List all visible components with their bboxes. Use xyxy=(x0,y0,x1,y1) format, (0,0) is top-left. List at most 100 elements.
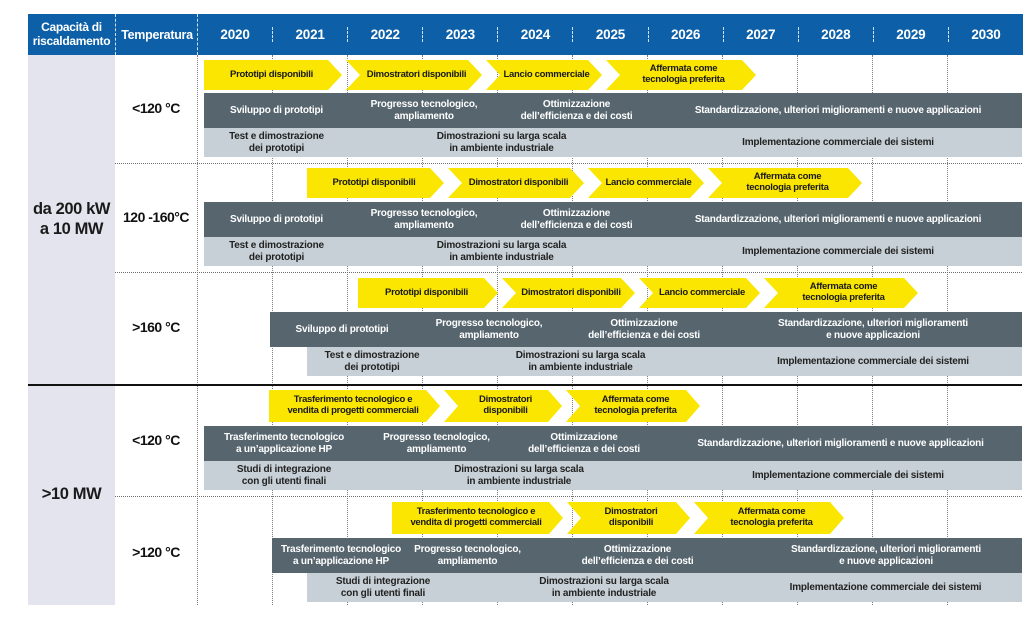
milestone-arrow: Dimostratori disponibili xyxy=(346,60,482,90)
milestone-label: Dimostratori disponibili xyxy=(604,506,658,528)
deployment-phase: Dimostrazioni su larga scala in ambiente… xyxy=(515,350,646,373)
milestone-arrow: Prototipi disponibili xyxy=(307,168,444,198)
milestone-label: Prototipi disponibili xyxy=(230,68,313,80)
development-phase: Ottimizzazione dell’efficienza e dei cos… xyxy=(528,432,640,455)
row-10mw-gt120: Trasferimento tecnologico e vendita di p… xyxy=(0,502,1024,602)
milestone-label: Affermata come tecnologia preferita xyxy=(802,281,885,303)
milestone-arrow: Dimostratori disponibili xyxy=(448,168,584,198)
deployment-phase: Implementazione commerciale dei sistemi xyxy=(752,469,944,481)
deployment-phase: Test e dimostrazione dei prototipi xyxy=(229,131,324,154)
row-divider-dotted xyxy=(115,272,1022,273)
milestone-label: Prototipi disponibili xyxy=(332,176,416,188)
deployment-phase: Dimostrazioni su larga scala in ambiente… xyxy=(436,131,567,154)
deployment-bar xyxy=(307,573,1022,602)
year-2030: 2030 xyxy=(947,27,1023,42)
row-divider-dotted xyxy=(115,496,1022,497)
development-track: Sviluppo di prototipi Progresso tecnolog… xyxy=(0,93,1024,128)
deployment-phase: Studi di integrazione con gli utenti fin… xyxy=(335,576,431,599)
milestone-track: Trasferimento tecnologico e vendita di p… xyxy=(0,390,1024,422)
development-track: Trasferimento tecnologico a un’applicazi… xyxy=(0,538,1024,573)
milestone-arrow: Affermata come tecnologia preferita xyxy=(764,278,918,308)
deployment-bar xyxy=(307,347,1022,376)
development-bar xyxy=(270,312,1022,347)
milestone-track: Prototipi disponibili Dimostratori dispo… xyxy=(0,60,1024,90)
deployment-bar xyxy=(204,461,1022,490)
development-track: Trasferimento tecnologico a un’applicazi… xyxy=(0,426,1024,461)
milestone-track: Trasferimento tecnologico e vendita di p… xyxy=(0,502,1024,534)
row-10mw-lt120: Trasferimento tecnologico e vendita di p… xyxy=(0,390,1024,490)
development-bar xyxy=(272,538,1022,573)
development-phase: Progresso tecnologico, ampliamento xyxy=(370,99,478,122)
row-divider-dotted xyxy=(115,163,1022,164)
milestone-label: Dimostratori disponibili xyxy=(366,68,467,80)
development-phase: Standardizzazione, ulteriori miglioramen… xyxy=(791,544,981,567)
temp-label-row3: >160 °C xyxy=(132,319,180,335)
deployment-phase: Implementazione commerciale dei sistemi xyxy=(789,581,982,593)
milestone-track: Prototipi disponibili Dimostratori dispo… xyxy=(0,278,1024,308)
year-2027: 2027 xyxy=(722,27,798,42)
development-bar xyxy=(204,426,1022,461)
deployment-phase: Test e dimostrazione dei prototipi xyxy=(324,350,420,373)
development-track: Sviluppo di prototipi Progresso tecnolog… xyxy=(0,202,1024,237)
deployment-bar xyxy=(204,237,1022,266)
development-bar xyxy=(204,202,1022,237)
deployment-track: Test e dimostrazione dei prototipi Dimos… xyxy=(0,237,1024,266)
development-phase: Trasferimento tecnologico a un’applicazi… xyxy=(223,432,345,455)
development-phase: Progresso tecnologico, ampliamento xyxy=(370,208,478,231)
year-2025: 2025 xyxy=(572,27,647,42)
year-2023: 2023 xyxy=(422,27,497,42)
development-phase: Ottimizzazione dell’efficienza e dei cos… xyxy=(520,99,633,122)
development-phase: Sviluppo di prototipi xyxy=(229,213,323,225)
milestone-arrow: Prototipi disponibili xyxy=(204,60,342,90)
deployment-phase: Dimostrazioni su larga scala in ambiente… xyxy=(454,464,584,487)
milestone-arrow: Prototipi disponibili xyxy=(358,278,498,308)
row-200kw-gt160: Prototipi disponibili Dimostratori dispo… xyxy=(0,278,1024,376)
row-200kw-120-160: Prototipi disponibili Dimostratori dispo… xyxy=(0,168,1024,266)
development-phase: Standardizzazione, ulteriori miglioramen… xyxy=(694,104,982,116)
milestone-label: Lancio commerciale xyxy=(659,286,745,298)
temp-label-row4: <120 °C xyxy=(132,432,180,448)
development-track: Sviluppo di prototipi Progresso tecnolog… xyxy=(0,312,1024,347)
development-phase: Progresso tecnologico, ampliamento xyxy=(435,318,543,341)
development-phase: Progresso tecnologico, ampliamento xyxy=(383,432,490,455)
development-bar xyxy=(204,93,1022,128)
development-phase: Standardizzazione, ulteriori miglioramen… xyxy=(778,318,968,341)
milestone-arrow: Dimostratori disponibili xyxy=(444,390,562,422)
temp-label-row2: 120 -160°C xyxy=(123,209,189,225)
milestone-label: Lancio commerciale xyxy=(605,176,692,188)
year-2020: 2020 xyxy=(220,27,250,42)
deployment-bar xyxy=(204,128,1022,157)
milestone-arrow: Dimostratori disponibili xyxy=(567,502,690,534)
capacity-column xyxy=(28,55,115,605)
milestone-label: Trasferimento tecnologico e vendita di p… xyxy=(410,506,542,528)
milestone-label: Affermata come tecnologia preferita xyxy=(730,506,813,528)
milestone-arrow: Affermata come tecnologia preferita xyxy=(694,502,844,534)
development-phase: Sviluppo di prototipi xyxy=(295,323,389,335)
milestone-arrow: Lancio commerciale xyxy=(486,60,602,90)
row-200kw-lt120: Prototipi disponibili Dimostratori dispo… xyxy=(0,60,1024,157)
deployment-track: Studi di integrazione con gli utenti fin… xyxy=(0,461,1024,490)
development-phase: Trasferimento tecnologico a un’applicazi… xyxy=(280,544,402,567)
header-temperature: Temperatura xyxy=(115,14,198,55)
milestone-label: Prototipi disponibili xyxy=(385,286,468,298)
milestone-label: Dimostratori disponibili xyxy=(521,286,621,298)
development-phase: Ottimizzazione dell’efficienza e dei cos… xyxy=(520,208,633,231)
development-phase: Standardizzazione, ulteriori miglioramen… xyxy=(694,213,982,225)
deployment-phase: Dimostrazioni su larga scala in ambiente… xyxy=(539,576,669,599)
milestone-label: Affermata come tecnologia preferita xyxy=(642,63,725,85)
year-2026: 2026 xyxy=(647,27,723,42)
milestone-track: Prototipi disponibili Dimostratori dispo… xyxy=(0,168,1024,198)
year-2021: 2021 xyxy=(272,27,347,42)
milestone-arrow: Affermata come tecnologia preferita xyxy=(606,60,756,90)
milestone-label: Lancio commerciale xyxy=(503,68,590,80)
milestone-arrow: Trasferimento tecnologico e vendita di p… xyxy=(269,390,440,422)
development-phase: Ottimizzazione dell’efficienza e dei cos… xyxy=(588,318,700,341)
year-2024: 2024 xyxy=(497,27,572,42)
deployment-track: Test e dimostrazione dei prototipi Dimos… xyxy=(0,128,1024,157)
capacity-label-200kw-10mw: da 200 kW a 10 MW xyxy=(32,200,111,238)
milestone-arrow: Affermata come tecnologia preferita xyxy=(566,390,700,422)
header-year-axis: 2020 2021 2022 2023 2024 2025 2026 2027 … xyxy=(197,14,1023,55)
group-divider-solid xyxy=(28,384,1022,386)
year-2028: 2028 xyxy=(797,27,873,42)
